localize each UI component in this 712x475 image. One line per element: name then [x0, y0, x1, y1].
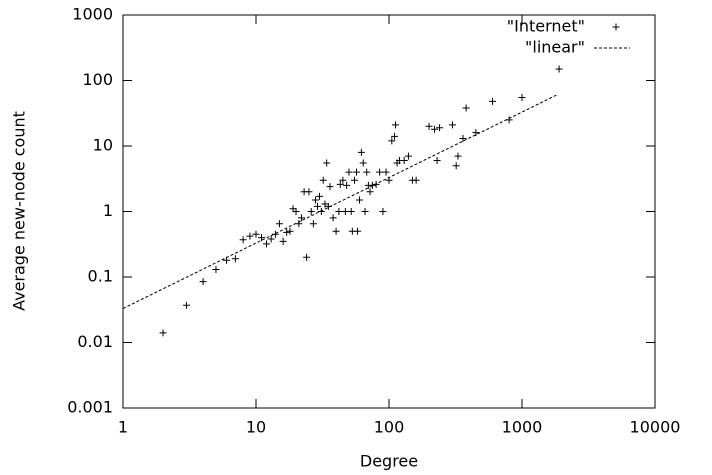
- data-point: [313, 202, 321, 210]
- data-point: [252, 230, 260, 238]
- data-point: [309, 220, 317, 228]
- data-point: [267, 235, 275, 243]
- legend-marker: [612, 23, 620, 31]
- data-point: [347, 208, 355, 215]
- fit-line: [122, 94, 558, 309]
- data-point: [159, 329, 167, 337]
- data-point: [412, 176, 420, 184]
- y-tick-label: 1000: [72, 5, 113, 24]
- data-point: [433, 157, 441, 165]
- data-point: [275, 220, 283, 228]
- x-tick-label: 10000: [630, 418, 681, 437]
- data-point: [357, 148, 365, 156]
- data-point: [425, 122, 433, 130]
- y-tick-label: 0.1: [88, 267, 113, 286]
- data-point: [305, 188, 313, 196]
- data-point: [355, 196, 363, 204]
- data-point: [350, 176, 358, 184]
- data-point: [329, 214, 337, 222]
- data-point: [518, 94, 526, 102]
- y-tick-label: 10: [93, 136, 113, 155]
- data-point: [343, 181, 351, 189]
- data-point: [388, 137, 396, 145]
- data-point: [462, 104, 470, 112]
- y-tick-label: 1: [103, 201, 113, 220]
- data-point: [199, 278, 207, 286]
- data-point: [332, 227, 340, 235]
- data-point: [359, 159, 367, 167]
- legend-label: "linear": [525, 38, 585, 57]
- data-point: [354, 227, 362, 235]
- data-point: [317, 208, 325, 215]
- data-point: [258, 234, 266, 242]
- data-point: [361, 208, 369, 215]
- data-point: [279, 237, 287, 245]
- data-point: [400, 157, 408, 165]
- data-point: [231, 255, 239, 263]
- data-point: [326, 183, 334, 191]
- data-point: [452, 162, 460, 170]
- data-point: [436, 124, 444, 132]
- data-point: [303, 253, 311, 261]
- x-tick-label: 10: [246, 418, 266, 437]
- data-point: [286, 227, 294, 235]
- data-point: [368, 181, 376, 189]
- x-axis-label: Degree: [360, 452, 418, 471]
- data-point: [339, 176, 347, 184]
- data-point: [341, 208, 349, 215]
- y-tick-label: 100: [82, 70, 113, 89]
- legend-label: "Internet": [507, 17, 585, 36]
- data-point: [212, 266, 220, 274]
- data-point: [404, 152, 412, 160]
- data-point: [391, 132, 399, 140]
- data-point: [353, 168, 361, 176]
- data-point: [366, 188, 374, 196]
- data-point: [472, 129, 480, 137]
- data-point: [448, 121, 456, 129]
- y-tick-label: 0.001: [67, 398, 113, 417]
- data-point: [323, 159, 331, 167]
- data-point: [555, 65, 563, 73]
- data-point: [239, 236, 247, 244]
- data-point: [336, 180, 344, 188]
- data-point: [283, 228, 291, 236]
- data-point: [182, 301, 190, 309]
- y-tick-label: 0.01: [77, 332, 113, 351]
- data-point: [298, 214, 306, 222]
- data-point: [392, 121, 400, 129]
- data-point: [459, 135, 467, 143]
- data-point: [335, 208, 343, 215]
- data-point: [315, 192, 323, 200]
- data-point: [431, 125, 439, 133]
- data-point: [246, 232, 254, 240]
- x-tick-label: 1: [118, 418, 128, 437]
- x-tick-label: 100: [374, 418, 405, 437]
- data-point: [379, 208, 387, 215]
- data-point: [488, 97, 496, 105]
- data-point: [454, 152, 462, 160]
- data-point: [363, 168, 371, 176]
- data-point: [382, 168, 390, 176]
- y-axis-label: Average new-node count: [10, 111, 29, 311]
- data-point: [319, 176, 327, 184]
- data-point: [292, 208, 300, 215]
- plot-frame: [122, 14, 656, 409]
- data-point: [345, 168, 353, 176]
- data-point: [307, 208, 315, 215]
- data-point: [311, 196, 319, 204]
- data-point: [376, 168, 384, 176]
- x-tick-label: 1000: [502, 418, 543, 437]
- data-point: [263, 240, 271, 248]
